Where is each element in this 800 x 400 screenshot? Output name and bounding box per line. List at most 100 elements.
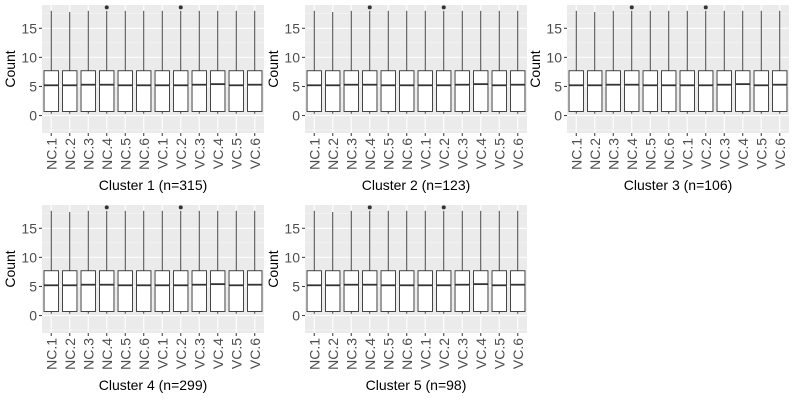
outlier-point: [629, 5, 634, 10]
x-tick-label: VC.6: [247, 138, 263, 169]
box-VC.6: [772, 10, 788, 114]
x-tick-label: VC.1: [154, 338, 170, 369]
box-VC.6: [247, 210, 263, 314]
x-tick-label: VC.5: [491, 338, 507, 369]
box-NC.2: [325, 211, 341, 314]
x-axis-title: Cluster 4 (n=299): [99, 377, 208, 393]
x-tick-label: VC.6: [772, 138, 788, 169]
x-tick-label: NC.5: [380, 338, 396, 370]
box-VC.4: [210, 10, 226, 114]
box-NC.6: [661, 10, 677, 114]
y-axis-title: Count: [265, 250, 281, 287]
y-tick-label: 0: [554, 108, 562, 124]
box-NC.1: [43, 210, 59, 314]
box-body: [247, 270, 263, 312]
box-NC.3: [80, 210, 96, 314]
box-VC.2: [436, 205, 452, 314]
x-tick-label: NC.4: [99, 138, 115, 170]
box-body: [380, 70, 396, 112]
box-VC.3: [716, 10, 732, 114]
box-body: [306, 70, 322, 112]
box-body: [306, 270, 322, 312]
x-tick-label: NC.5: [380, 138, 396, 170]
x-tick-label: NC.3: [343, 138, 359, 170]
box-NC.2: [325, 11, 341, 114]
box-NC.6: [399, 10, 415, 114]
box-NC.6: [136, 10, 152, 114]
x-tick-label: NC.3: [343, 338, 359, 370]
y-tick-label: 0: [29, 108, 37, 124]
x-tick-label: VC.2: [436, 338, 452, 369]
outlier-point: [367, 205, 372, 210]
box-VC.5: [228, 210, 244, 314]
box-body: [117, 70, 133, 112]
box-body: [624, 70, 640, 112]
box-VC.2: [173, 205, 189, 314]
box-body: [228, 270, 244, 312]
panel-background: [567, 5, 789, 133]
panel-background: [42, 205, 264, 333]
x-tick-label: VC.3: [191, 138, 207, 169]
x-axis-title: Cluster 1 (n=315): [99, 177, 208, 193]
outlier-point: [178, 5, 183, 10]
box-NC.3: [605, 10, 621, 114]
box-body: [753, 70, 769, 112]
x-tick-label: VC.4: [210, 338, 226, 369]
outlier-point: [441, 5, 446, 10]
box-NC.5: [380, 10, 396, 114]
x-tick-label: NC.6: [661, 138, 677, 170]
box-VC.5: [491, 210, 507, 314]
box-NC.3: [343, 210, 359, 314]
y-axis-title: Count: [2, 50, 18, 87]
y-axis-title: Count: [2, 250, 18, 287]
box-VC.6: [247, 10, 263, 114]
x-tick-label: NC.4: [624, 138, 640, 170]
box-NC.5: [380, 210, 396, 314]
box-VC.6: [510, 210, 526, 314]
x-tick-label: NC.4: [99, 338, 115, 370]
x-axis-title: Cluster 3 (n=106): [624, 177, 733, 193]
y-tick-label: 5: [29, 78, 37, 94]
box-NC.5: [117, 210, 133, 314]
box-body: [325, 270, 341, 312]
box-VC.2: [436, 5, 452, 114]
x-tick-label: NC.4: [362, 338, 378, 370]
box-body: [43, 70, 59, 112]
box-VC.5: [491, 10, 507, 114]
box-NC.3: [80, 10, 96, 114]
x-tick-label: VC.5: [228, 138, 244, 169]
box-body: [642, 70, 658, 112]
box-body: [228, 70, 244, 112]
x-tick-label: NC.1: [43, 338, 59, 370]
box-body: [362, 70, 378, 112]
box-VC.4: [473, 10, 489, 114]
outlier-point: [367, 5, 372, 10]
x-tick-label: NC.1: [306, 138, 322, 170]
box-body: [436, 70, 452, 112]
panel-background: [305, 205, 527, 333]
box-body: [136, 270, 152, 312]
box-body: [154, 270, 170, 312]
x-tick-label: VC.6: [247, 338, 263, 369]
x-tick-label: VC.5: [228, 338, 244, 369]
box-VC.1: [154, 210, 170, 314]
y-tick-label: 10: [284, 49, 300, 65]
x-tick-label: VC.6: [510, 338, 526, 369]
x-tick-label: VC.1: [679, 138, 695, 169]
x-tick-label: VC.4: [473, 138, 489, 169]
x-tick-label: NC.5: [642, 138, 658, 170]
y-tick-label: 0: [29, 308, 37, 324]
box-NC.1: [306, 10, 322, 114]
box-NC.4: [362, 205, 378, 314]
box-body: [417, 70, 433, 112]
box-NC.3: [343, 10, 359, 114]
box-NC.2: [62, 211, 78, 314]
box-body: [436, 270, 452, 312]
box-body: [698, 70, 714, 112]
box-NC.4: [624, 5, 640, 114]
y-tick-label: 15: [284, 20, 300, 36]
panel-background: [305, 5, 527, 133]
outlier-point: [104, 5, 109, 10]
